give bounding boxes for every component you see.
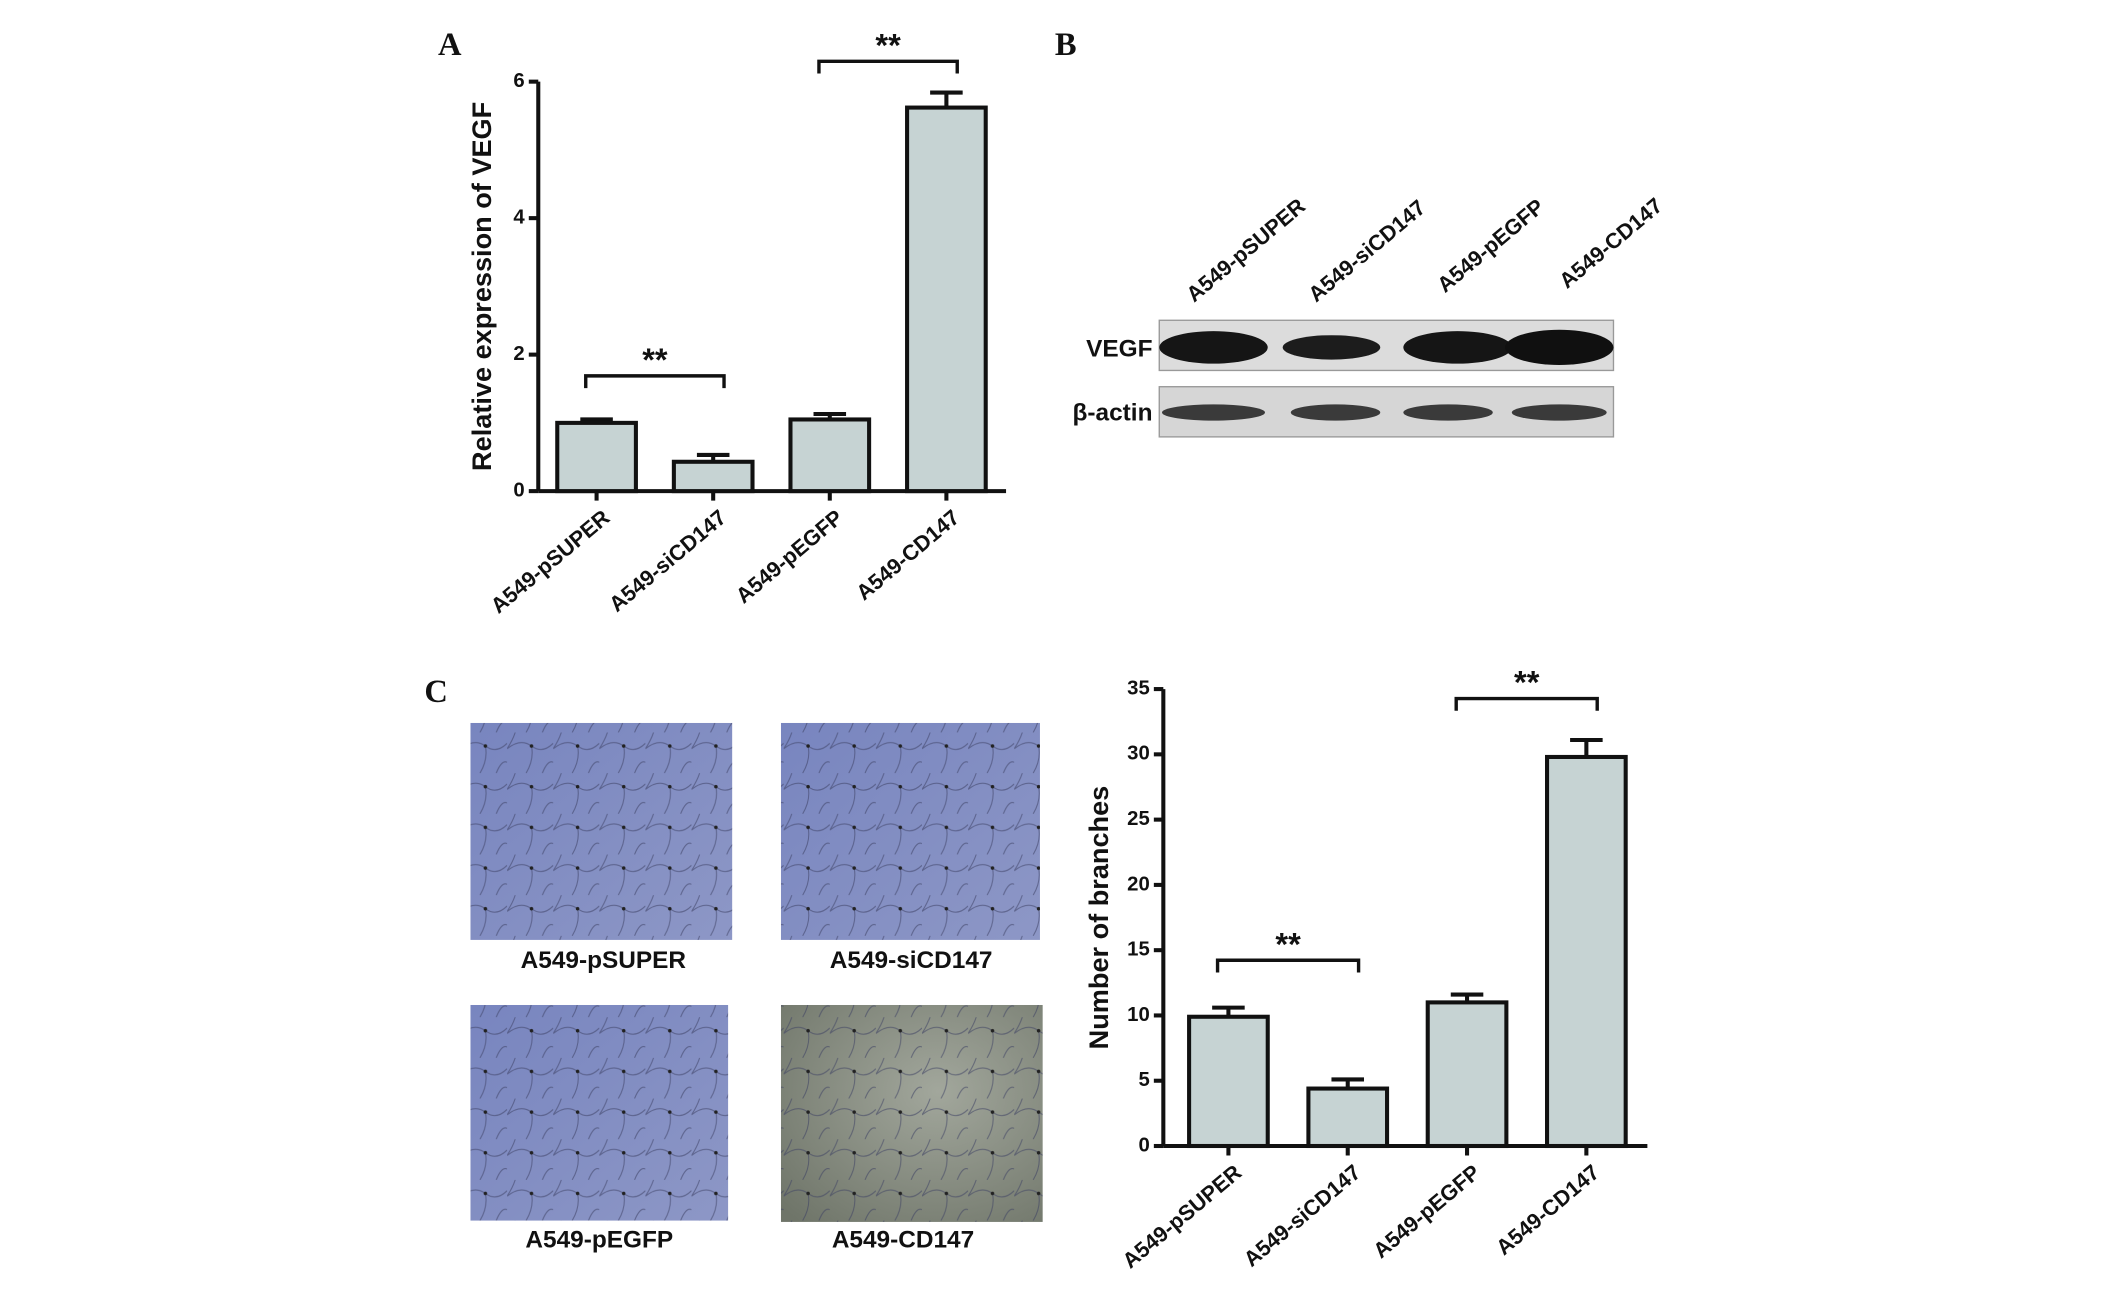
x-tick-label: A549-pSUPER	[1117, 1159, 1246, 1273]
micrograph-cells	[470, 722, 733, 940]
band	[1511, 404, 1607, 421]
significance-label: **	[1514, 665, 1540, 701]
significance-bracket	[817, 59, 959, 74]
band	[1161, 404, 1266, 421]
micrograph-cells	[470, 1004, 729, 1221]
bar	[555, 420, 638, 494]
bar	[905, 105, 988, 494]
micrograph-cells	[780, 722, 1040, 940]
y-axis-label: Number of branches	[1083, 786, 1114, 1050]
blot-lane-label: A549-pSUPER	[1181, 193, 1310, 307]
significance-label: **	[875, 27, 901, 63]
y-tick-label: 0	[513, 479, 524, 501]
significance-bracket	[1454, 696, 1599, 711]
blot-lane-label: A549-pEGFP	[1432, 194, 1549, 298]
significance-bracket	[1215, 958, 1361, 973]
blot-lane-label: A549-siCD147	[1303, 195, 1430, 307]
significance-label: **	[642, 342, 668, 378]
y-tick-label: 6	[513, 70, 524, 92]
y-axis-label: Relative expression of VEGF	[466, 102, 497, 471]
bar	[1425, 1000, 1509, 1149]
bar	[671, 459, 755, 494]
micrograph-label: A549-pSUPER	[521, 947, 687, 974]
blot: VEGF β-actin A549-pSUPER A549-siCD147 A5…	[1073, 193, 1667, 438]
band	[1403, 331, 1512, 364]
band	[1159, 331, 1268, 364]
y-tick-label: 30	[1127, 743, 1150, 765]
x-tick-label: A549-siCD147	[1239, 1159, 1366, 1271]
x-tick-label: A549-pSUPER	[486, 504, 615, 618]
x-tick-label: A549-siCD147	[604, 505, 731, 617]
blot-row-label: β-actin	[1073, 399, 1153, 426]
band	[1282, 335, 1381, 360]
band	[1505, 329, 1614, 366]
x-tick-label: A549-pEGFP	[1368, 1159, 1485, 1263]
blot-lane-label: A549-CD147	[1554, 193, 1667, 294]
y-tick-label: 0	[1138, 1134, 1149, 1156]
y-tick-label: 25	[1127, 808, 1150, 830]
micrograph-label: A549-CD147	[832, 1226, 974, 1253]
bar	[1187, 1014, 1270, 1149]
panel-label: B	[1055, 27, 1077, 63]
x-tick-label: A549-CD147	[1491, 1159, 1604, 1260]
blot-row-label: VEGF	[1086, 336, 1152, 363]
bar	[1545, 754, 1628, 1149]
y-tick-label: 20	[1127, 873, 1150, 895]
panel-label: C	[424, 674, 448, 710]
band	[1403, 404, 1493, 421]
x-tick-label: A549-pEGFP	[731, 505, 848, 609]
y-tick-label: 4	[513, 207, 525, 229]
panel-label: A	[438, 27, 462, 63]
significance-bracket	[584, 374, 726, 389]
y-tick-label: 10	[1127, 1004, 1150, 1026]
micrograph-cells	[780, 1004, 1043, 1222]
significance-label: **	[1275, 926, 1301, 962]
y-tick-label: 2	[513, 343, 524, 365]
micrograph-label: A549-pEGFP	[525, 1226, 673, 1253]
micrograph-label: A549-siCD147	[830, 947, 993, 974]
band	[1290, 404, 1381, 421]
bar	[788, 417, 872, 494]
y-tick-label: 15	[1127, 939, 1150, 961]
y-tick-label: 5	[1138, 1069, 1149, 1091]
micrographs: A549-pSUPER A549-siCD147 A549-pEGFP A549…	[470, 722, 1043, 1253]
bar	[1306, 1086, 1390, 1149]
y-tick-label: 35	[1127, 677, 1150, 699]
x-tick-label: A549-CD147	[851, 505, 964, 606]
